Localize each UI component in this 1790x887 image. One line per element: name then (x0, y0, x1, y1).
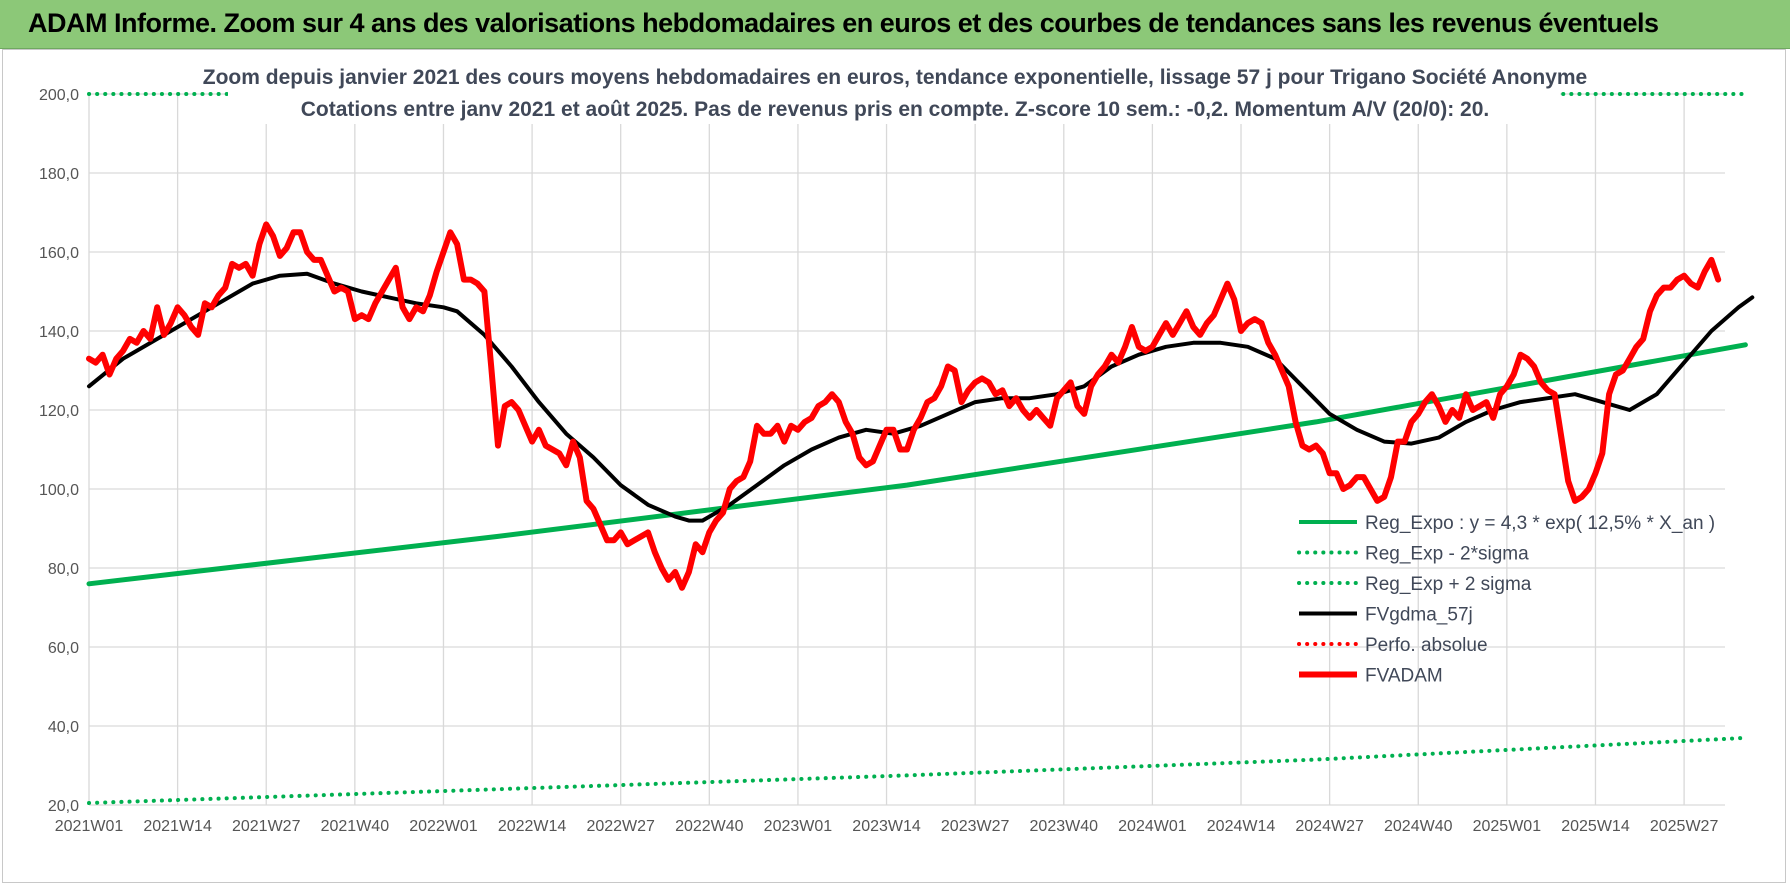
y-tick-label: 100,0 (39, 482, 79, 499)
legend-label-6: FVADAM (1365, 666, 1443, 687)
x-tick-label: 2021W27 (232, 818, 301, 835)
x-tick-label: 2023W27 (941, 818, 1010, 835)
grid-lines (88, 93, 1725, 806)
report-header: ADAM Informe. Zoom sur 4 ans des valoris… (0, 0, 1790, 49)
x-tick-label: 2022W27 (586, 818, 655, 835)
y-tick-label: 120,0 (39, 403, 79, 420)
y-tick-label: 180,0 (39, 166, 79, 183)
y-axis: 20,0 40,0 60,0 80,0 100,0 120,0 140,0 160,0 180,… (39, 87, 79, 815)
legend-label-1: Reg_Expo : y = 4,3 * exp( 12,5% * X_an ) (1365, 513, 1715, 534)
legend: Reg_Expo : y = 4,3 * exp( 12,5% * X_an )… (1297, 513, 1715, 687)
x-tick-label: 2024W01 (1118, 818, 1187, 835)
legend-label-4: FVgdma_57j (1365, 605, 1473, 626)
x-tick-label: 2024W40 (1384, 818, 1453, 835)
x-tick-label: 2025W01 (1473, 818, 1542, 835)
chart-frame: 20,0 40,0 60,0 80,0 100,0 120,0 140,0 160,0 180,… (2, 49, 1786, 883)
x-tick-label: 2023W14 (852, 818, 921, 835)
x-axis: 2021W01 2021W14 2021W27 2021W40 2022W01 2022W… (55, 818, 1719, 835)
x-tick-label: 2023W40 (1030, 818, 1099, 835)
y-tick-label: 40,0 (48, 719, 79, 736)
series-line-2 (87, 735, 1748, 805)
x-tick-label: 2025W27 (1650, 818, 1719, 835)
series-line-1 (86, 342, 1748, 587)
report-title: ADAM Informe. Zoom sur 4 ans des valoris… (28, 8, 1659, 38)
x-tick-label: 2023W01 (764, 818, 833, 835)
y-tick-label: 160,0 (39, 245, 79, 262)
y-tick-label: 200,0 (39, 87, 79, 104)
x-tick-label: 2022W14 (498, 818, 567, 835)
x-tick-label: 2022W40 (675, 818, 744, 835)
x-tick-label: 2021W14 (143, 818, 212, 835)
legend-label-2: Reg_Exp - 2*sigma (1365, 544, 1529, 565)
y-tick-label: 20,0 (48, 798, 79, 815)
x-tick-label: 2025W14 (1561, 818, 1630, 835)
series-line-6 (86, 221, 1722, 591)
x-tick-label: 2024W27 (1295, 818, 1364, 835)
chart-title-background (228, 58, 1560, 124)
legend-label-5: Perfo. absolue (1365, 635, 1488, 656)
chart-title-line-1: Zoom depuis janvier 2021 des cours moyen… (203, 66, 1587, 89)
x-tick-label: 2021W40 (321, 818, 390, 835)
series-lines (86, 92, 1755, 805)
x-tick-label: 2021W01 (55, 818, 124, 835)
y-tick-label: 140,0 (39, 324, 79, 341)
x-tick-label: 2024W14 (1207, 818, 1276, 835)
y-tick-label: 60,0 (48, 640, 79, 657)
legend-label-3: Reg_Exp + 2 sigma (1365, 574, 1532, 595)
chart-title-line-2: Cotations entre janv 2021 et août 2025. … (301, 98, 1489, 121)
x-tick-label: 2022W01 (409, 818, 478, 835)
line-chart: 20,0 40,0 60,0 80,0 100,0 120,0 140,0 160,0 180,… (39, 58, 1755, 835)
y-tick-label: 80,0 (48, 561, 79, 578)
